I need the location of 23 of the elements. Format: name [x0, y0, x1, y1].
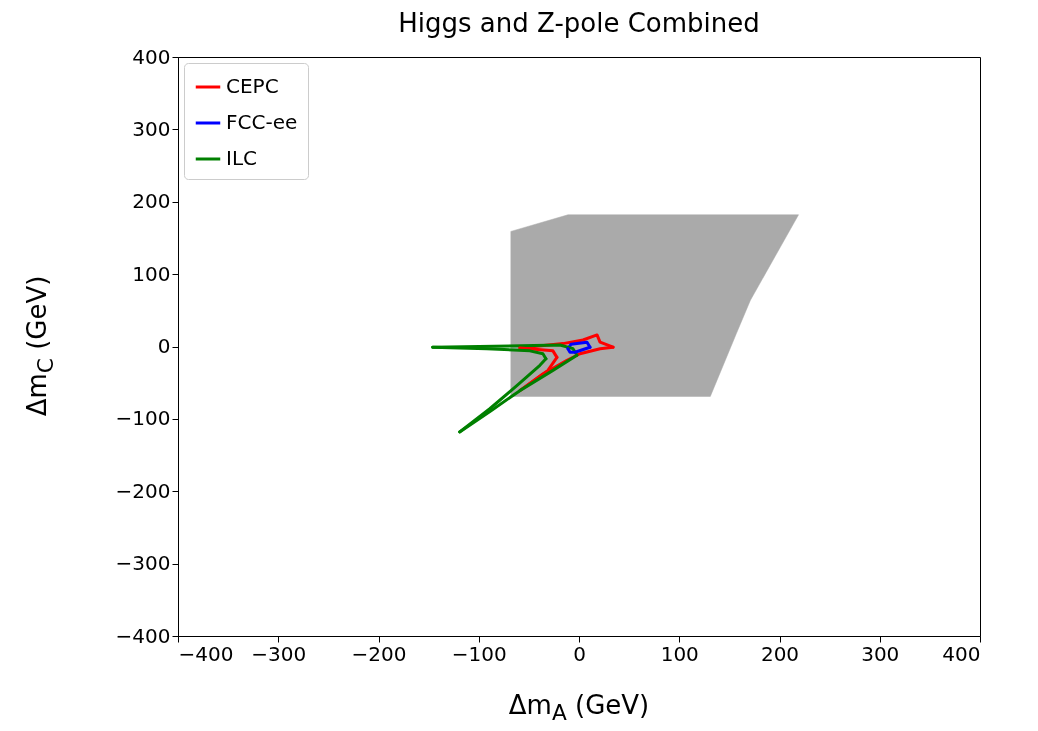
y-tick-label: 100 [132, 261, 171, 286]
x-tick-label: 200 [760, 641, 800, 666]
y-tick-label: 300 [132, 116, 171, 141]
x-axis-title: Δm$_{A}$ (GeV) [508, 690, 650, 726]
y-tick-label: 400 [132, 44, 171, 69]
x-tick-label: −200 [351, 641, 407, 666]
legend-label: ILC [226, 146, 258, 170]
x-tick-label: −100 [451, 641, 507, 666]
y-tick-label: −300 [115, 551, 171, 576]
x-tick-label: −400 [178, 641, 234, 666]
legend-label: CEPC [226, 74, 279, 98]
y-tick-label: 200 [132, 189, 171, 214]
x-tick-label: −300 [251, 641, 307, 666]
y-tick-label: −200 [115, 478, 171, 503]
y-tick-label: 0 [157, 334, 171, 358]
legend-label: FCC-ee [226, 110, 298, 134]
x-tick-label: 400 [942, 641, 981, 666]
x-tick-label: 0 [573, 641, 586, 666]
y-tick-label: −100 [115, 406, 171, 431]
x-tick-label: 300 [861, 641, 900, 666]
x-tick-label: 100 [660, 641, 699, 666]
chart-title: Higgs and Z-pole Combined [398, 8, 760, 38]
y-tick-label: −400 [115, 623, 171, 648]
